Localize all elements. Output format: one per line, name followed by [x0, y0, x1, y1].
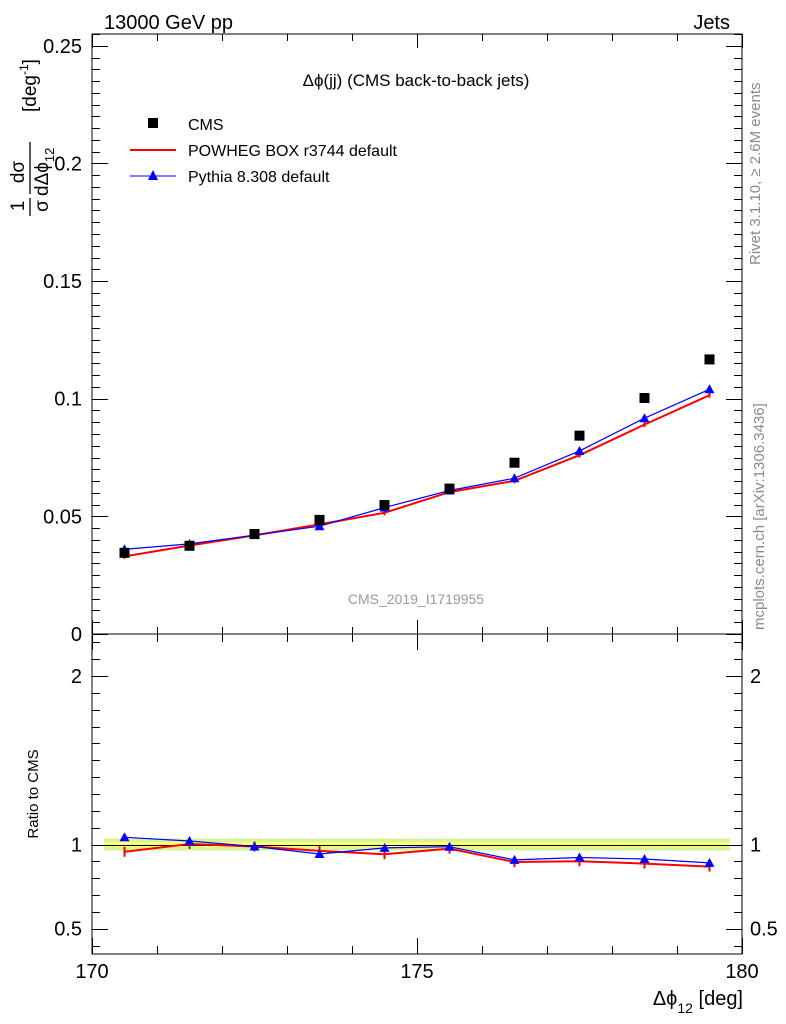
- ratio-band-inner: [104, 842, 730, 848]
- ratio-frame: [91, 633, 743, 955]
- ratio-y-tick-label: 0.5: [54, 919, 82, 941]
- main-y-tick-labels: 0 0.05 0.1 0.15 0.2 0.25: [43, 36, 82, 646]
- header-left: 13000 GeV pp: [104, 12, 233, 34]
- main-y-tick-label: 0.25: [43, 36, 82, 58]
- cms-point: [509, 457, 520, 468]
- ratio-y-tick-labels: 0.5 1 2: [54, 666, 82, 941]
- ylabel-frac-num: 1: [8, 201, 29, 212]
- ylabel-d-den-sub: 12: [42, 148, 57, 162]
- cms-point: [574, 430, 585, 441]
- ratio-y-tick-label: 1: [71, 835, 82, 857]
- mcplots-label: mcplots.cern.ch [arXiv:1306.3436]: [751, 403, 768, 630]
- ylabel-unit-close: ]: [20, 59, 41, 64]
- ylabel-frac-den: σ: [32, 200, 53, 212]
- pythia-point: [639, 413, 650, 423]
- ratio-pythia-point: [639, 854, 650, 864]
- main-panel: 0 0.05 0.1 0.15 0.2 0.25 Δϕ(jj) (CMS back-to-…: [8, 33, 743, 646]
- ratio-y-tick-label-right: 1: [750, 835, 761, 857]
- pythia-point: [574, 445, 585, 455]
- ratio-panel: 0.512 0.512 170 175 180 Ratio to CMS Δϕ12 …: [25, 633, 778, 1016]
- xlabel-unit: [deg]: [693, 988, 743, 1010]
- ratio-y-tick-label-right: 2: [750, 666, 761, 688]
- ratio-x-tick-label: 170: [75, 961, 108, 983]
- cms-point: [639, 393, 650, 403]
- rivet-label: Rivet 3.1.10, ≥ 2.6M events: [747, 83, 764, 266]
- ratio-y-tick-labels-right: 0.5 1 2: [750, 666, 778, 941]
- legend-cms-label: CMS: [188, 117, 224, 134]
- cms-point: [379, 500, 390, 511]
- ratio-y-tick-label-right: 0.5: [750, 919, 778, 941]
- pythia-point: [314, 521, 325, 531]
- cms-point: [314, 514, 325, 525]
- pythia-point: [509, 473, 520, 483]
- ratio-x-tick-label: 175: [400, 961, 433, 983]
- ratio-y-axis-label: Ratio to CMS: [25, 749, 42, 838]
- main-y-tick-label: 0: [71, 624, 82, 646]
- ratio-pythia-point: [314, 848, 325, 858]
- ratio-x-axis-label: Δϕ12 [deg]: [653, 988, 743, 1016]
- ratio-pythia-point: [249, 841, 260, 851]
- main-y-tick-label: 0.2: [54, 153, 82, 175]
- ratio-lines: [124, 836, 710, 868]
- main-y-tick-label: 0.1: [54, 389, 82, 411]
- ratio-y-tick-label: 2: [71, 666, 82, 688]
- main-title: Δϕ(jj) (CMS back-to-back jets): [303, 71, 530, 90]
- ratio-powheg-line: [124, 842, 710, 868]
- ratio-pythia-point: [574, 852, 585, 862]
- ratio-x-tick-label: 180: [725, 961, 758, 983]
- legend-cms-marker: [148, 118, 158, 128]
- main-y-tick-label: 0.05: [43, 506, 82, 528]
- legend-pythia-marker: [148, 170, 158, 180]
- watermark: CMS_2019_I1719955: [348, 591, 484, 607]
- main-ticks: [92, 34, 743, 635]
- header-right: Jets: [693, 12, 730, 34]
- legend-pythia-label: Pythia 8.308 default: [188, 169, 330, 186]
- ylabel-unit: [deg-1]: [17, 59, 41, 112]
- ratio-x-tick-labels: 170 175 180: [75, 961, 758, 983]
- cms-point: [249, 529, 260, 539]
- ratio-pythia-point: [704, 857, 715, 867]
- cms-point: [184, 540, 195, 551]
- main-lines: [124, 388, 710, 558]
- ylabel-d-den: dΔϕ12: [32, 148, 57, 196]
- main-y-axis-label: 1 σ dσ dΔϕ12 [deg-1]: [8, 59, 57, 216]
- ylabel-d-num: dσ: [8, 161, 29, 184]
- cms-point: [444, 483, 455, 494]
- ratio-pythia-point: [509, 854, 520, 864]
- ratio-ticks: [92, 634, 743, 954]
- pythia-point: [704, 384, 715, 394]
- ratio-pythia-line: [124, 836, 710, 864]
- main-y-tick-label: 0.15: [43, 271, 82, 293]
- cms-point: [119, 547, 130, 558]
- legend: CMS POWHEG BOX r3744 default Pythia 8.30…: [130, 117, 398, 186]
- ratio-pythia-point: [444, 841, 455, 851]
- main-markers: [119, 354, 715, 559]
- ratio-pythia-point: [119, 832, 130, 842]
- ylabel-unit-sup: -1: [17, 64, 31, 75]
- ratio-band: [104, 838, 730, 851]
- powheg-line: [124, 394, 710, 558]
- ratio-pythia-point: [184, 835, 195, 845]
- cms-point: [704, 354, 715, 365]
- ratio-markers: [119, 832, 715, 872]
- pythia-line: [124, 388, 710, 550]
- legend-powheg-label: POWHEG BOX r3744 default: [188, 143, 398, 160]
- xlabel-sub: 12: [677, 1000, 693, 1016]
- ratio-pythia-point: [379, 842, 390, 852]
